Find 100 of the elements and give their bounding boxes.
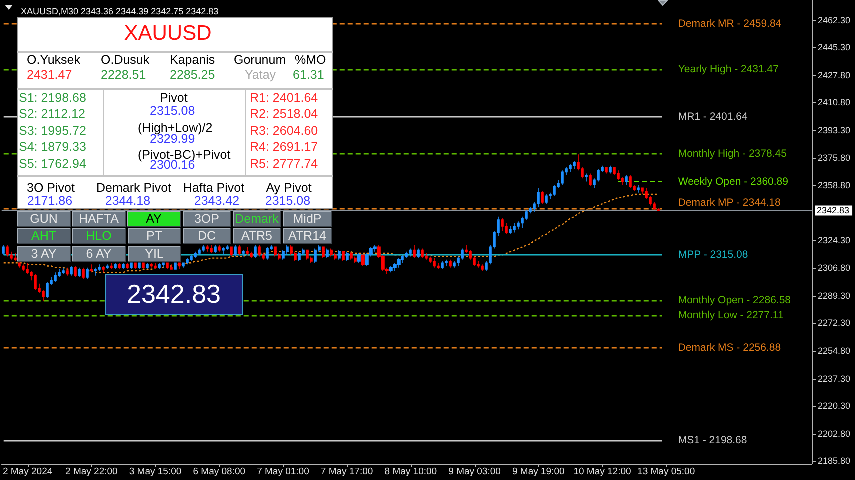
candlestick	[393, 262, 397, 272]
candlestick	[186, 258, 189, 266]
candlestick	[90, 264, 93, 274]
annotation: %MO	[295, 53, 326, 67]
candlestick	[298, 252, 301, 262]
annotation: (Pivot-BC)+Pivot	[138, 148, 231, 162]
candlestick	[74, 266, 77, 278]
y-tick-label: 2272.30	[818, 318, 851, 328]
candlestick	[537, 188, 540, 208]
candlestick	[54, 272, 57, 283]
candlestick	[162, 262, 165, 268]
button[interactable]: AY	[127, 211, 181, 227]
annotation: S5: 1762.94	[19, 157, 86, 171]
annotation: (High+Low)/2	[138, 121, 213, 135]
candlestick	[637, 184, 640, 194]
candlestick	[238, 245, 241, 256]
ref-line-label: MS1 - 2198.68	[678, 434, 748, 447]
candlestick	[110, 262, 113, 270]
candlestick	[505, 222, 508, 235]
candlestick	[18, 262, 21, 268]
candlestick	[357, 253, 361, 264]
candlestick	[449, 260, 452, 268]
button[interactable]: MidP	[283, 211, 332, 227]
candlestick	[509, 226, 512, 235]
x-tick-label: 3 May 15:00	[129, 466, 182, 478]
button[interactable]: DC	[183, 228, 231, 244]
candlestick	[22, 264, 25, 272]
button[interactable]: HAFTA	[72, 211, 126, 227]
candlestick	[306, 250, 309, 260]
candlestick	[202, 245, 205, 252]
candlestick	[46, 282, 49, 299]
annotation: O.Yuksek	[27, 53, 80, 67]
button[interactable]: PT	[128, 228, 181, 244]
candlestick	[585, 173, 588, 182]
button[interactable]: YIL	[128, 246, 181, 262]
candlestick	[417, 248, 420, 259]
annotation: 2431.47	[27, 68, 72, 82]
annotation: XAUUSD	[124, 22, 212, 46]
button[interactable]: 6 AY	[72, 246, 126, 262]
candlestick	[34, 274, 37, 291]
candlestick	[354, 256, 357, 264]
candlestick	[573, 160, 576, 170]
annotation: R2: 2518.04	[250, 107, 318, 121]
ref-line-label: Yearly High - 2431.47	[678, 63, 780, 76]
candlestick	[346, 252, 349, 262]
candlestick	[657, 208, 660, 212]
annotation: S3: 1995.72	[19, 124, 86, 138]
candlestick	[154, 262, 157, 270]
candlestick	[397, 258, 401, 268]
candlestick	[617, 170, 620, 181]
x-tick-label: 2 May 2024	[2, 466, 53, 478]
candlestick	[2, 245, 5, 256]
button[interactable]: HLO	[72, 228, 126, 244]
candlestick	[58, 269, 61, 278]
y-tick-label: 2393.30	[818, 125, 851, 136]
candlestick	[338, 250, 341, 260]
candlestick	[6, 245, 9, 258]
x-tick-label: 9 May 19:00	[512, 466, 565, 478]
y-tick-label: 2462.30	[818, 15, 851, 26]
ref-line-label: Monthly Low - 2277.11	[678, 310, 784, 322]
candlestick	[258, 245, 261, 258]
annotation: S1: 2198.68	[19, 91, 86, 105]
button[interactable]: ATR14	[283, 228, 332, 244]
candlestick	[242, 250, 245, 258]
candlestick	[234, 245, 237, 258]
button[interactable]: 3OP	[183, 211, 231, 227]
x-tick-label: 6 May 08:00	[193, 466, 246, 478]
candlestick	[206, 245, 209, 252]
button[interactable]: Demark	[233, 211, 281, 227]
ref-line-label: Monthly High - 2378.45	[678, 148, 788, 160]
candlestick	[445, 260, 448, 267]
candlestick	[182, 262, 185, 268]
candlestick	[226, 245, 229, 251]
ref-line-label: Demark MR - 2459.84	[678, 18, 782, 30]
candlestick	[326, 248, 329, 259]
candlestick	[138, 262, 141, 270]
button[interactable]: GUN	[17, 211, 71, 227]
price-box: 2342.83	[105, 274, 243, 315]
candlestick	[330, 248, 333, 258]
candlestick	[170, 264, 173, 270]
x-tick-label: 8 May 10:00	[384, 466, 438, 478]
annotation: Pivot	[160, 91, 188, 105]
annotation: Hafta Pivot	[183, 181, 245, 195]
candlestick	[517, 221, 520, 230]
button[interactable]: 3 AY	[17, 246, 71, 262]
annotation: 3O Pivot	[27, 181, 75, 195]
y-tick-label: 2358.80	[818, 180, 851, 190]
button[interactable]: ATR5	[233, 228, 281, 244]
candlestick	[266, 246, 269, 260]
x-tick-label: 7 May 17:00	[320, 466, 374, 478]
button[interactable]: AHT	[17, 228, 71, 244]
candlestick	[481, 264, 484, 272]
candlestick	[150, 262, 153, 268]
y-tick-label: 2254.80	[818, 346, 851, 356]
y-tick-label: 2445.30	[818, 42, 851, 52]
candlestick	[214, 245, 217, 254]
y-tick-label: 2220.30	[818, 401, 851, 412]
candlestick	[190, 254, 193, 262]
y-tick-label: 2410.80	[818, 97, 851, 108]
candlestick	[513, 222, 516, 234]
